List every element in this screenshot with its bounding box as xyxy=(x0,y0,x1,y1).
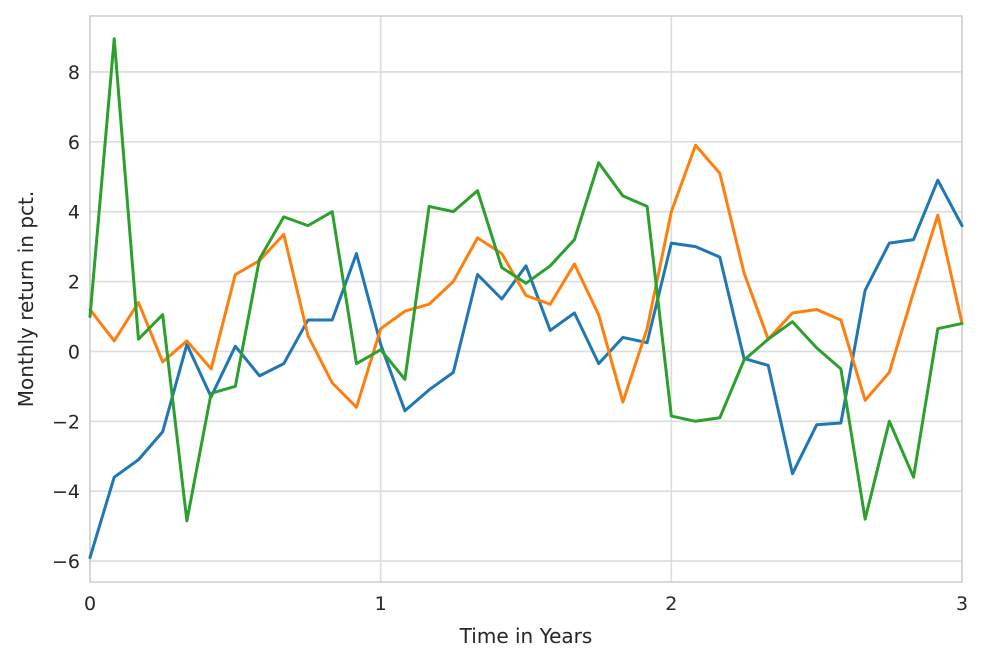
x-tick-label: 1 xyxy=(375,593,387,615)
series-line-3 xyxy=(88,37,964,523)
y-tick-label: 2 xyxy=(68,272,80,294)
y-tick-label: 0 xyxy=(68,341,80,363)
x-gridlines xyxy=(89,16,963,582)
y-tick-labels: −6 −4 −2 0 2 4 6 8 xyxy=(52,62,80,573)
y-tick-label: 6 xyxy=(68,132,80,154)
x-tick-label: 0 xyxy=(84,593,96,615)
x-tick-label: 2 xyxy=(665,593,677,615)
y-tick-label: 8 xyxy=(68,62,80,84)
y-axis-label: Monthly return in pct. xyxy=(14,191,38,407)
y-tick-label: −6 xyxy=(52,551,80,573)
series-lines xyxy=(88,37,964,560)
plot-frame xyxy=(89,15,963,583)
x-tick-label: 3 xyxy=(956,593,968,615)
x-tick-labels: 0 1 2 3 xyxy=(84,593,968,615)
x-axis-label: Time in Years xyxy=(459,624,593,648)
series-line-2 xyxy=(88,143,964,409)
y-tick-label: −4 xyxy=(52,481,80,503)
y-tick-label: −2 xyxy=(52,411,80,433)
y-tick-label: 4 xyxy=(68,202,80,224)
series-line-1 xyxy=(88,178,964,560)
